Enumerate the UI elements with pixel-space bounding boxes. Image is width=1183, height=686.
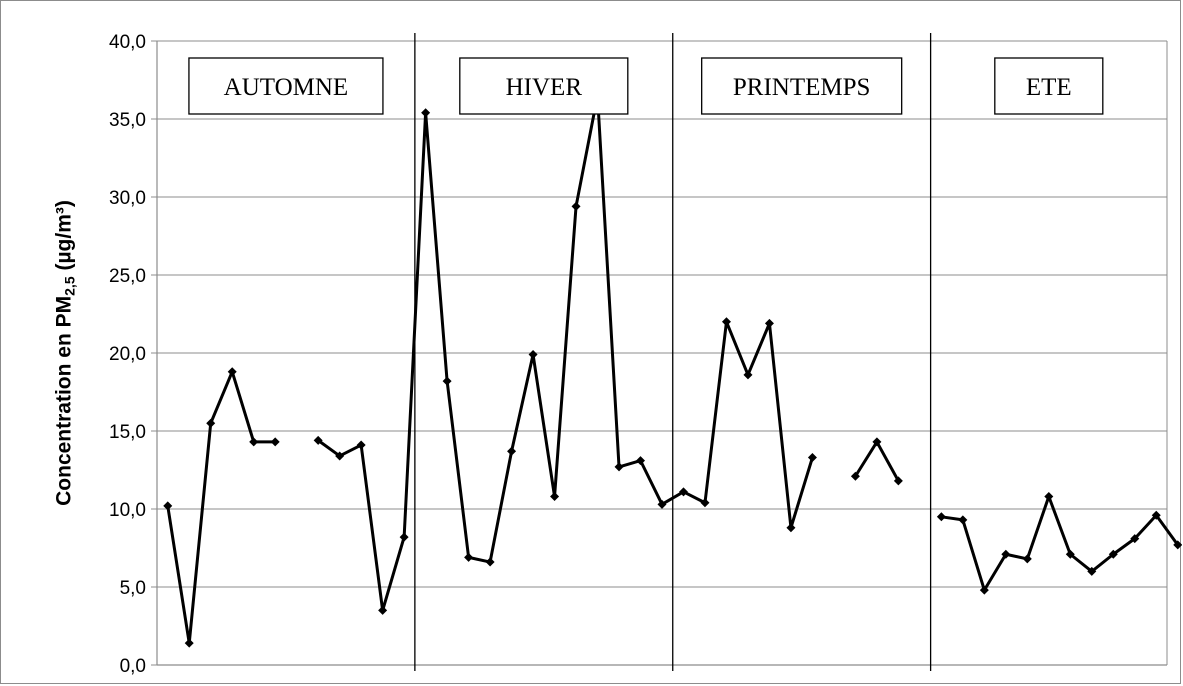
- y-tick-label: 30,0: [109, 188, 146, 209]
- y-tick-label: 20,0: [109, 344, 146, 365]
- y-tick-label: 10,0: [109, 500, 146, 521]
- data-point: [743, 370, 753, 380]
- data-point: [378, 605, 388, 615]
- data-line: [166, 370, 276, 645]
- data-point: [614, 462, 624, 472]
- data-point: [786, 523, 796, 533]
- y-tick-labels: 0,0 5,0 10,0 15,0 20,0 25,0 30,0 35,0 40,0: [109, 32, 146, 677]
- data-point: [485, 557, 495, 567]
- data-point: [206, 418, 216, 428]
- data-point: [1087, 566, 1097, 576]
- y-tick-label: 40,0: [109, 32, 146, 53]
- data-point: [507, 446, 517, 456]
- data-point: [227, 367, 237, 377]
- data-point: [421, 108, 431, 118]
- season-label-text: HIVER: [506, 74, 583, 101]
- season-label-text: ETE: [1026, 74, 1072, 101]
- data-point: [936, 512, 946, 522]
- data-point: [1173, 540, 1182, 550]
- data-point: [335, 451, 345, 461]
- data-point: [958, 515, 968, 525]
- data-point: [979, 585, 989, 595]
- y-tick-label: 0,0: [120, 656, 146, 677]
- data-point: [270, 437, 280, 447]
- season-label-printemps: PRINTEMPS: [701, 57, 903, 115]
- data-point: [1130, 534, 1140, 544]
- y-tick-label: 25,0: [109, 266, 146, 287]
- data-point: [1044, 492, 1054, 502]
- data-point: [184, 638, 194, 648]
- data-point: [657, 499, 667, 509]
- data-point: [764, 318, 774, 328]
- data-point: [442, 376, 452, 386]
- season-label-ete: ETE: [994, 57, 1104, 115]
- data-line: [941, 495, 1179, 592]
- axes: [151, 40, 1168, 666]
- data-point: [356, 440, 366, 450]
- data-point: [850, 471, 860, 481]
- data-point: [807, 453, 817, 463]
- season-label-box: [188, 57, 384, 115]
- season-label-hiver: HIVER: [459, 57, 629, 115]
- y-tick-label: 15,0: [109, 422, 146, 443]
- y-tick-label: 35,0: [109, 110, 146, 131]
- data-point: [399, 532, 409, 542]
- data-point: [249, 437, 259, 447]
- season-label-box: [459, 57, 629, 115]
- data-point: [1001, 549, 1011, 559]
- data-point: [1151, 510, 1161, 520]
- season-labels: AUTOMNE HIVER PRINTEMPS ETE: [188, 57, 1104, 115]
- data-point: [1065, 549, 1075, 559]
- season-label-box: [701, 57, 903, 115]
- gridlines: [157, 40, 1167, 588]
- data-point: [893, 476, 903, 486]
- data-point: [313, 435, 323, 445]
- data-point: [550, 492, 560, 502]
- data-point: [528, 350, 538, 360]
- data-point: [678, 487, 688, 497]
- data-line: [317, 94, 814, 612]
- season-label-text: PRINTEMPS: [733, 74, 871, 101]
- season-label-box: [994, 57, 1104, 115]
- data-point: [872, 437, 882, 447]
- data-point: [571, 201, 581, 211]
- data-point: [1108, 549, 1118, 559]
- y-tick-label: 5,0: [120, 578, 146, 599]
- data-point: [464, 552, 474, 562]
- data-point: [721, 317, 731, 327]
- y-axis-title: Concentration en PM2,5 (µg/m³): [52, 200, 78, 506]
- season-label-text: AUTOMNE: [224, 74, 349, 101]
- data-point: [1022, 554, 1032, 564]
- data-point: [700, 498, 710, 508]
- data-point: [163, 501, 173, 511]
- data-line: [854, 440, 900, 482]
- data-point: [636, 456, 646, 466]
- season-label-automne: AUTOMNE: [188, 57, 384, 115]
- season-dividers: [414, 33, 932, 671]
